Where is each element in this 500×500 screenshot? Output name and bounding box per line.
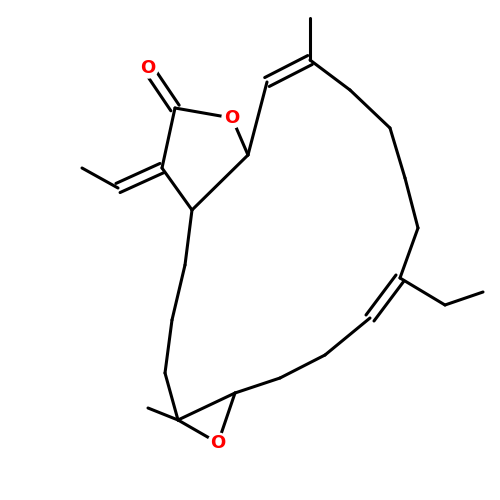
Text: O: O (140, 59, 156, 77)
Circle shape (222, 108, 242, 128)
Circle shape (208, 433, 228, 453)
Text: O: O (210, 434, 226, 452)
Circle shape (138, 58, 158, 78)
Text: O: O (224, 109, 240, 127)
